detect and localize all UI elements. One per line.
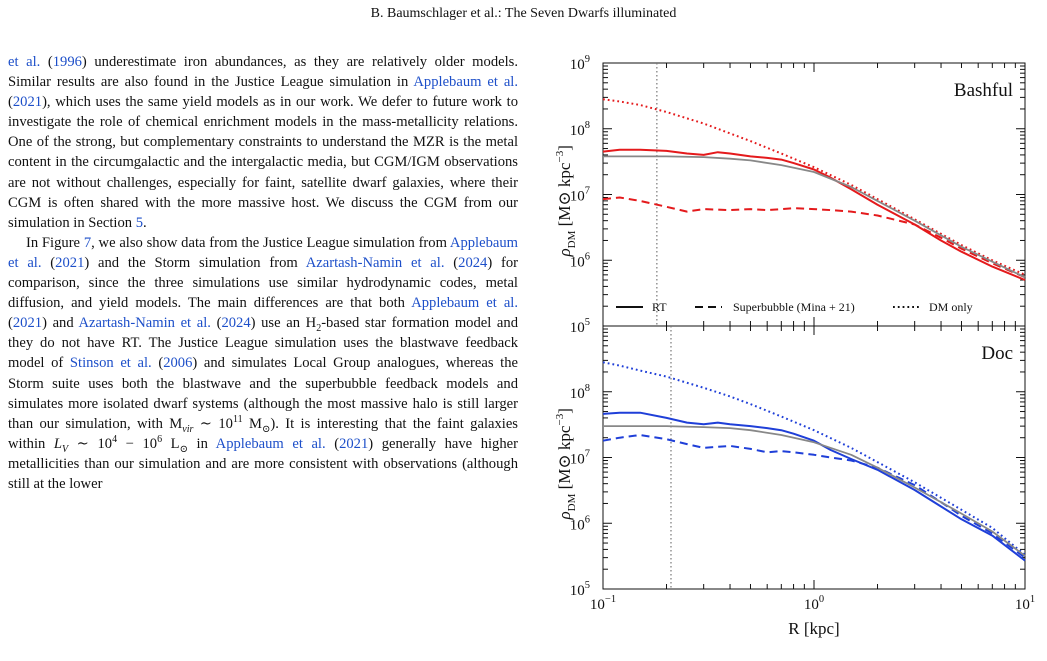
text-run: ) and (42, 315, 79, 332)
x-axis-label: R [kpc] (788, 619, 839, 638)
citation-link[interactable]: 2021 (55, 254, 85, 271)
text-run: vir (182, 423, 194, 435)
text-run: ( (210, 315, 222, 332)
superbubble-series-line (602, 196, 1026, 279)
rt-series-line (602, 411, 1026, 562)
text-run: ), which uses the same yield models as i… (8, 94, 518, 231)
text-run: ( (41, 254, 56, 271)
text-run: 11 (232, 413, 243, 425)
citation-link[interactable]: Applebaum et al. (413, 74, 518, 91)
text-run: ) for comparison, since the three simula… (8, 254, 518, 312)
reference-series-line (603, 425, 1026, 557)
y-tick-label: 108 (570, 120, 590, 139)
text-run: ) and simulates Local Group analogues, w… (8, 355, 519, 432)
y-axis-label: ρDM [M⊙ kpc−3] (554, 408, 578, 520)
text-run: -based star formation model and they do … (8, 315, 519, 372)
citation-link[interactable]: 7 (83, 234, 92, 251)
panel-title: Doc (981, 343, 1013, 364)
text-run: ( (444, 254, 459, 271)
text-run: 6 (157, 433, 163, 445)
text-run: − 10 (117, 435, 158, 452)
citation-link[interactable]: 2021 (12, 94, 43, 111)
x-tick-label: 100 (804, 594, 824, 613)
text-run: ). It is interesting that the faint gala… (8, 415, 518, 452)
citation-link[interactable]: Applebaum et al. (8, 234, 518, 271)
citation-link[interactable]: Applebaum et al. (411, 295, 518, 312)
body-text-column: et al. (1996) underestimate iron abundan… (8, 52, 518, 494)
dark-matter-density-figure: 105 106 107 108 109 Bashful RT Superbubble (Min… (554, 54, 1035, 638)
y-tick-label: 106 (570, 514, 590, 533)
text-run: ) and the Storm simulation from (84, 254, 306, 271)
paragraph: et al. (1996) underestimate iron abundan… (8, 52, 518, 233)
citation-link[interactable]: Applebaum et al. (215, 435, 326, 452)
legend-label: RT (652, 300, 667, 314)
text-run: L (53, 435, 62, 452)
x-tick-label: 101 (1015, 594, 1035, 613)
reference-series-line (603, 155, 1026, 279)
y-axis-label: ρDM [M⊙ kpc−3] (554, 145, 578, 257)
text-run: ) use an H (250, 315, 317, 332)
citation-link[interactable]: Azartash-Namin et al. (305, 254, 445, 271)
doc-panel: 105 106 107 108 Doc (570, 325, 1026, 599)
text-run: In Figure (26, 234, 84, 251)
y-tick-label: 107 (570, 186, 590, 205)
citation-link[interactable]: 2021 (12, 315, 43, 332)
text-run: ( (8, 315, 13, 332)
y-tick-label: 107 (570, 449, 590, 468)
plot-frame (602, 62, 1026, 327)
superbubble-series-line (602, 434, 1026, 559)
text-run: ( (325, 435, 340, 452)
bashful-panel: 105 106 107 108 109 Bashful RT Superbubble (Min… (570, 54, 1026, 336)
text-run: M (242, 415, 262, 432)
dm-only-series-line (602, 361, 1026, 556)
citation-link[interactable]: Stinson et al. (69, 355, 152, 372)
text-run: ( (40, 54, 53, 70)
panel-title: Bashful (954, 80, 1013, 101)
text-run: , we also show data from the Justice Lea… (91, 234, 450, 251)
text-run: ∼ 10 (193, 415, 233, 432)
legend-label: DM only (929, 300, 973, 314)
y-tick-label: 105 (570, 580, 590, 599)
y-tick-label: 108 (570, 383, 590, 402)
text-run: ) underestimate iron abundances, as they… (8, 54, 518, 91)
paragraph: In Figure 7, we also show data from the … (8, 233, 518, 494)
text-run: ⊙ (179, 443, 188, 455)
citation-link[interactable]: 2024 (458, 254, 488, 271)
citation-link[interactable]: et al. (8, 54, 41, 70)
text-run: V (62, 443, 69, 455)
citation-link[interactable]: Azartash-Namin et al. (78, 315, 211, 332)
text-run: L (162, 435, 180, 452)
plot-frame (602, 325, 1026, 590)
legend-label: Superbubble (Mina + 21) (733, 300, 855, 314)
text-run: ( (8, 94, 13, 111)
text-run: . (143, 214, 147, 231)
citation-link[interactable]: 2024 (221, 315, 251, 332)
text-run: ∼ 10 (68, 435, 113, 452)
y-tick-label: 106 (570, 251, 590, 270)
citation-link[interactable]: 1996 (52, 54, 82, 70)
text-run: 2 (316, 323, 322, 335)
rt-series-line (602, 148, 1026, 281)
text-run: 4 (112, 433, 118, 445)
citation-link[interactable]: 2021 (339, 435, 369, 452)
x-tick-label: 10−1 (590, 594, 616, 613)
text-run: ) generally have higher metallicities th… (8, 435, 518, 492)
y-tick-label: 109 (570, 54, 590, 73)
text-run: ⊙ (261, 423, 271, 435)
text-run: in (187, 435, 216, 452)
running-header: B. Baumschlager et al.: The Seven Dwarfs… (370, 6, 677, 21)
citation-link[interactable]: 5 (135, 214, 143, 231)
text-run: ( (151, 355, 164, 372)
y-tick-label: 105 (570, 317, 590, 336)
citation-link[interactable]: 2006 (163, 355, 193, 372)
